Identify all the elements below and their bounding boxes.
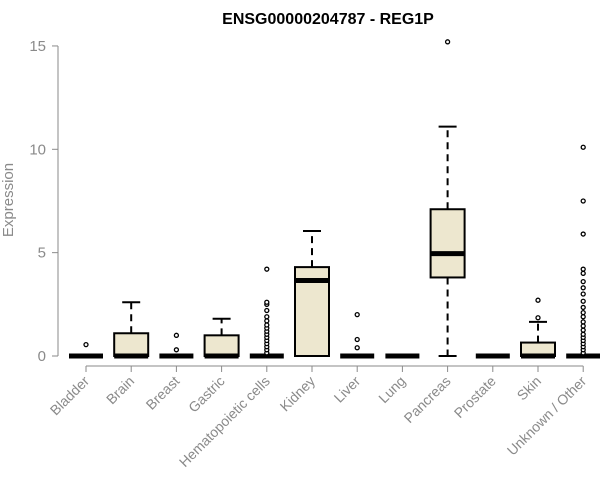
outlier-point	[580, 144, 586, 150]
box-breast	[159, 332, 194, 359]
outlier-point	[580, 285, 586, 291]
outlier-point	[580, 298, 586, 304]
outlier-point	[580, 327, 586, 333]
x-tick-label: Pancreas	[401, 373, 454, 426]
box-unknown-other	[566, 144, 600, 359]
outlier-point	[535, 297, 541, 303]
outlier-point	[580, 198, 586, 204]
box-rect	[429, 208, 466, 279]
x-tick-label: Gastric	[185, 373, 228, 416]
outlier-point	[580, 314, 586, 320]
box-liver	[340, 312, 375, 359]
outlier-point	[580, 266, 586, 272]
box-series	[69, 39, 600, 359]
outlier-point	[580, 331, 586, 337]
y-tick-label: 0	[38, 348, 46, 365]
outlier-point	[580, 231, 586, 237]
outlier-point	[173, 332, 180, 338]
outlier-point	[580, 309, 586, 316]
outlier-point	[580, 319, 586, 325]
outlier-point	[580, 270, 586, 276]
outlier-point	[264, 299, 270, 305]
box-brain	[113, 301, 150, 359]
y-axis-label: Expression	[0, 163, 17, 237]
outlier-point	[354, 312, 360, 318]
x-tick-label: Skin	[514, 373, 545, 404]
box-hematopoietic-cells	[249, 266, 284, 359]
outlier-point	[264, 314, 270, 320]
y-axis: 0 5 10 15	[29, 38, 59, 365]
x-tick-label: Lung	[375, 373, 408, 406]
outlier-point	[580, 278, 586, 285]
outlier-point	[83, 341, 89, 348]
outlier-point	[444, 39, 451, 45]
box-bladder	[69, 341, 103, 359]
outlier-point	[264, 322, 270, 328]
box-pancreas	[429, 39, 466, 357]
x-tick-label: Breast	[143, 373, 183, 413]
box-rect	[113, 332, 150, 357]
box-gastric	[203, 317, 240, 359]
x-tick-label: Bladder	[47, 373, 93, 419]
outlier-point	[264, 266, 270, 272]
outlier-point	[264, 307, 270, 314]
x-tick-label: Brain	[103, 373, 137, 407]
outlier-point	[580, 304, 586, 311]
outlier-point	[580, 291, 586, 297]
box-rect	[203, 334, 240, 357]
box-kidney	[294, 229, 330, 357]
box-skin	[520, 297, 556, 359]
x-tick-label: Kidney	[277, 373, 319, 415]
outlier-point	[354, 336, 360, 343]
x-tick-label: Liver	[331, 373, 364, 406]
y-tick-label: 15	[29, 38, 46, 55]
chart-title: ENSG00000204787 - REG1P	[222, 11, 434, 28]
y-tick-label: 5	[38, 245, 46, 262]
outlier-point	[173, 347, 180, 353]
outlier-point	[264, 318, 270, 324]
outlier-point	[580, 323, 586, 329]
y-tick-label: 10	[29, 141, 46, 158]
x-tick-label: Prostate	[451, 373, 499, 421]
outlier-point	[354, 345, 360, 351]
x-tick-label: Unknown / Other	[504, 373, 590, 459]
outlier-point	[535, 315, 541, 321]
